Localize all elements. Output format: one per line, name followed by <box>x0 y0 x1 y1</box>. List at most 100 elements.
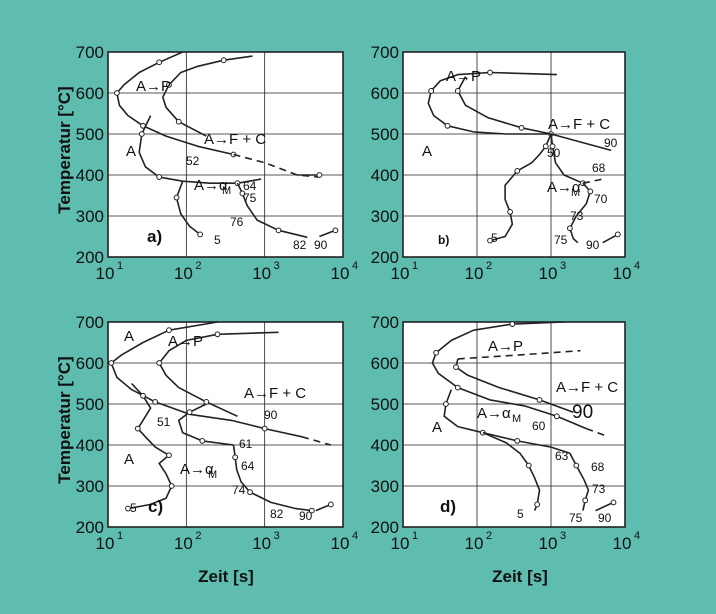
series-line <box>233 153 320 178</box>
data-point-marker <box>108 360 115 366</box>
y-tick-label: 500 <box>76 395 104 414</box>
y-tick-label: 700 <box>76 313 104 332</box>
y-tick-label: 400 <box>371 166 399 185</box>
x-tick-label: 10 1 <box>391 260 419 283</box>
x-tick-label: 10 2 <box>174 260 202 283</box>
series-line <box>431 321 587 430</box>
data-point-marker <box>454 384 461 391</box>
x-tick-base: 10 <box>96 264 115 283</box>
data-point-marker <box>156 174 163 180</box>
series-line <box>127 382 173 510</box>
panel-label: a) <box>147 227 162 246</box>
data-label: 64 <box>241 459 255 473</box>
x-tick-exponent: 3 <box>560 530 566 542</box>
series-line <box>582 178 603 184</box>
y-tick-label: 400 <box>76 436 104 455</box>
data-point-marker <box>232 454 239 461</box>
y-tick-label: 700 <box>371 313 399 332</box>
data-label: 73 <box>592 482 606 496</box>
data-point-marker <box>514 438 521 444</box>
plot-area <box>107 321 344 528</box>
x-tick-base: 10 <box>539 534 558 553</box>
x-tick-label: 10 4 <box>331 530 359 553</box>
plot-area <box>402 51 626 258</box>
data-label: 90 <box>314 238 328 252</box>
region-label: A <box>432 419 442 436</box>
data-point-marker <box>156 59 163 66</box>
y-axis-label: Temperatur [°C] <box>55 86 74 213</box>
x-tick-base: 10 <box>331 534 350 553</box>
data-label: 82 <box>270 507 284 521</box>
y-tick-label: 600 <box>76 84 104 103</box>
series-line <box>427 71 557 135</box>
region-label: A→α <box>180 461 214 478</box>
data-point-marker <box>525 462 532 469</box>
y-tick-label: 200 <box>76 518 104 537</box>
data-point-marker <box>487 69 493 76</box>
data-point-marker <box>582 497 589 504</box>
y-tick-label: 500 <box>371 395 399 414</box>
data-point-marker <box>166 327 172 334</box>
data-label: 75 <box>569 511 583 525</box>
y-tick-label: 700 <box>76 43 104 62</box>
data-label: 74 <box>232 483 246 497</box>
x-tick-base: 10 <box>252 264 271 283</box>
data-point-marker <box>514 168 521 174</box>
x-axis-label: Zeit [s] <box>492 567 548 586</box>
data-label: 90 <box>598 511 612 525</box>
x-tick-exponent: 1 <box>117 260 123 272</box>
y-tick-label: 300 <box>371 477 399 496</box>
x-tick-exponent: 2 <box>195 260 201 272</box>
series-line <box>482 431 571 454</box>
region-label: A→F + C <box>244 385 306 402</box>
x-tick-base: 10 <box>252 534 271 553</box>
x-tick-label: 10 4 <box>613 260 641 283</box>
region-label: A→F + C <box>548 116 610 133</box>
region-label: A→P <box>168 333 203 350</box>
data-point-marker <box>134 425 141 432</box>
x-tick-label: 10 1 <box>391 530 419 553</box>
data-point-marker <box>203 399 210 405</box>
y-tick-label: 200 <box>371 518 399 537</box>
y-tick-label: 300 <box>76 207 104 226</box>
data-label: 90 <box>586 238 600 252</box>
x-tick-exponent: 4 <box>634 260 640 272</box>
data-point-marker <box>214 331 221 338</box>
data-label: 51 <box>157 415 171 429</box>
x-tick-exponent: 3 <box>560 260 566 272</box>
region-label: A→α <box>477 405 511 422</box>
data-point-marker <box>186 409 193 416</box>
series-line <box>586 427 609 438</box>
data-point-marker <box>156 360 163 366</box>
region-label: A→P <box>488 338 523 355</box>
data-point-marker <box>509 321 516 327</box>
x-tick-label: 10 1 <box>96 530 124 553</box>
y-tick-label: 300 <box>371 207 399 226</box>
data-label: 70 <box>594 192 608 206</box>
data-point-marker <box>114 90 120 96</box>
data-label: 5 <box>214 233 221 247</box>
y-tick-label: 200 <box>371 248 399 267</box>
x-tick-exponent: 4 <box>352 260 358 272</box>
data-label: 75 <box>243 191 257 205</box>
series-line <box>550 133 584 184</box>
region-label: A→P <box>446 68 481 85</box>
x-tick-label: 10 3 <box>252 530 280 553</box>
data-point-marker <box>553 413 560 420</box>
x-tick-label: 10 4 <box>331 260 359 283</box>
data-label: 90 <box>604 136 618 150</box>
data-point-marker <box>566 225 573 232</box>
y-tick-label: 400 <box>76 166 104 185</box>
panel-label: c) <box>148 497 163 516</box>
data-point-marker <box>610 499 617 506</box>
y-tick-label: 600 <box>371 84 399 103</box>
data-point-marker <box>614 231 621 238</box>
data-point-marker <box>444 122 451 129</box>
x-tick-exponent: 2 <box>486 530 492 542</box>
data-point-marker <box>518 124 525 131</box>
data-point-marker <box>166 81 172 88</box>
x-tick-label: 10 3 <box>539 260 567 283</box>
